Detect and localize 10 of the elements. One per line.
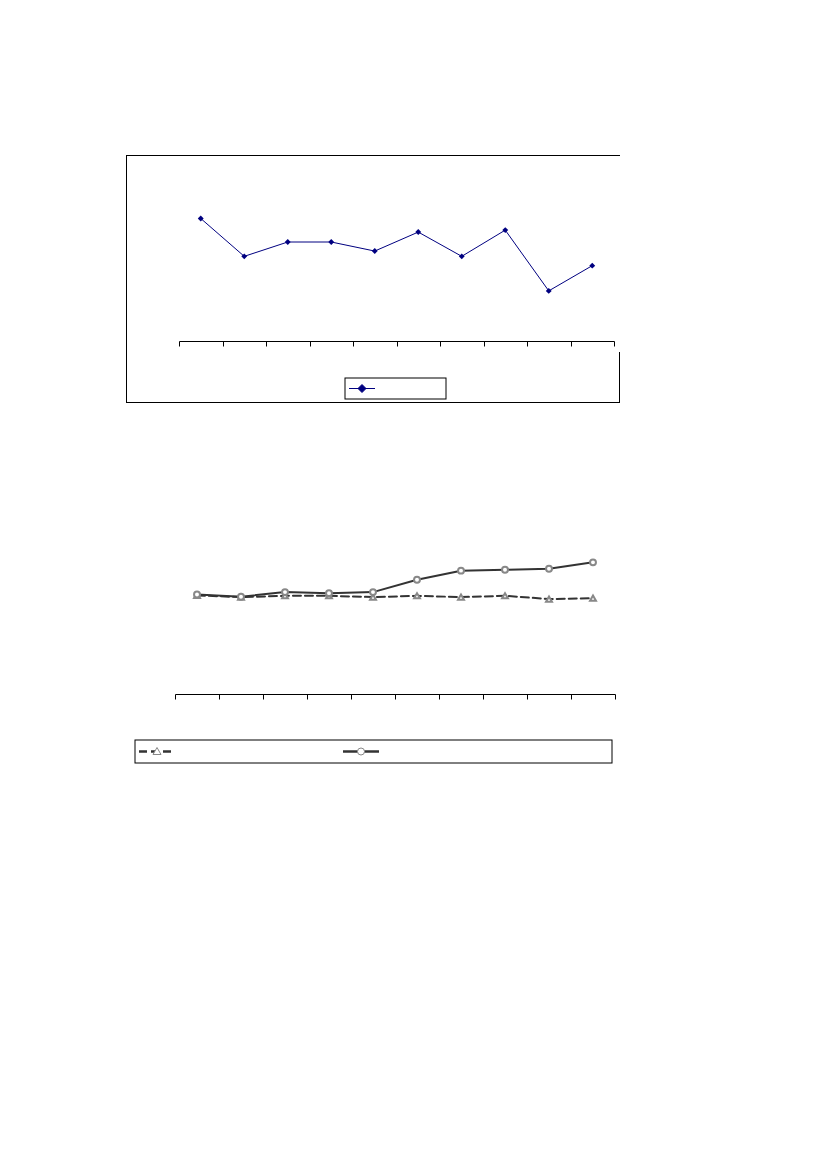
point	[415, 229, 422, 236]
point	[589, 262, 596, 269]
point	[545, 287, 552, 294]
point	[502, 227, 509, 234]
point	[241, 253, 248, 260]
point	[284, 239, 291, 245]
point	[371, 248, 378, 255]
point	[197, 215, 204, 222]
point	[458, 253, 465, 260]
point	[328, 239, 335, 245]
